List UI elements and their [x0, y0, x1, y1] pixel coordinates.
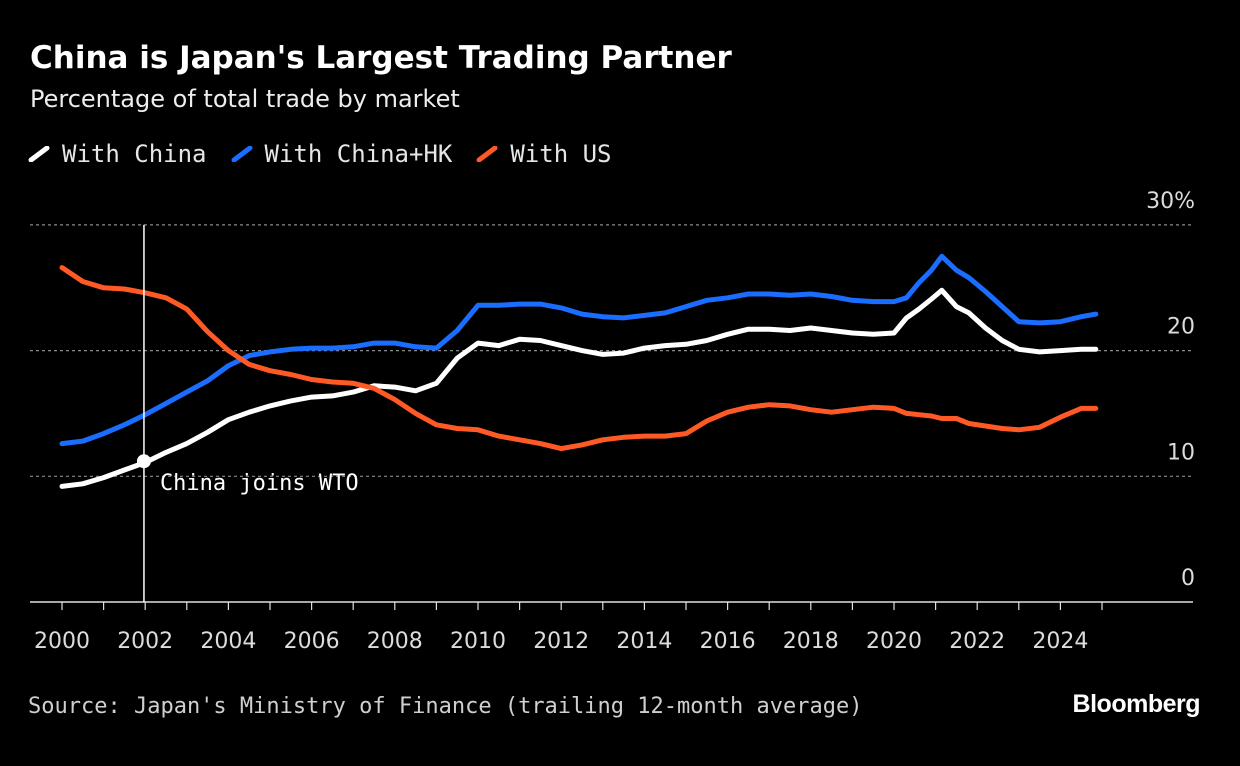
legend-item-us: With US — [476, 140, 612, 168]
series-layer — [59, 253, 1099, 489]
series-line-with-us — [59, 265, 1099, 452]
y-tick-label: 10 — [1167, 440, 1195, 465]
y-tick-label: 30% — [1146, 189, 1195, 214]
x-tick-label: 2014 — [616, 629, 672, 654]
x-tick-label: 2002 — [117, 629, 173, 654]
x-tick-label: 2016 — [700, 629, 756, 654]
x-tick-label: 2012 — [533, 629, 589, 654]
legend-label-us: With US — [510, 140, 612, 168]
x-tick-label: 2004 — [200, 629, 256, 654]
axis-layer: 0 10 20 30% 2000 2002 2004 2006 2008 2010 2012 2014… — [30, 189, 1195, 654]
annotation-layer: China joins WTO — [136, 224, 359, 602]
chart-title: China is Japan's Largest Trading Partner — [30, 40, 732, 76]
x-tick-label: 2000 — [34, 629, 90, 654]
legend-label-china: With China — [62, 140, 207, 168]
legend-swatch-china-hk — [231, 146, 253, 162]
wto-marker-dot — [136, 454, 151, 469]
bloomberg-logo: Bloomberg — [1072, 690, 1201, 718]
wto-annotation-label: China joins WTO — [160, 471, 359, 496]
legend: With China With China+HK With US — [28, 140, 636, 168]
x-tick-label: 2024 — [1032, 629, 1088, 654]
x-tick-label: 2018 — [783, 629, 839, 654]
x-tick-label: 2020 — [866, 629, 922, 654]
y-tick-label: 20 — [1167, 315, 1195, 340]
x-tick-label: 2006 — [284, 629, 340, 654]
series-line-with-china-hk — [59, 253, 1099, 447]
legend-item-china-hk: With China+HK — [231, 140, 453, 168]
y-tick-label: 0 — [1181, 566, 1195, 591]
source-note: Source: Japan's Ministry of Finance (tra… — [28, 694, 863, 719]
grid-layer — [30, 224, 1193, 477]
legend-label-china-hk: With China+HK — [264, 140, 453, 168]
x-tick-label: 2008 — [367, 629, 423, 654]
x-tick-label: 2022 — [949, 629, 1005, 654]
series-line-with-china — [59, 287, 1099, 489]
legend-item-china: With China — [28, 140, 207, 168]
legend-swatch-us — [476, 146, 498, 162]
x-tick-label: 2010 — [450, 629, 506, 654]
chart-subtitle: Percentage of total trade by market — [30, 85, 460, 113]
legend-swatch-china — [28, 146, 50, 162]
